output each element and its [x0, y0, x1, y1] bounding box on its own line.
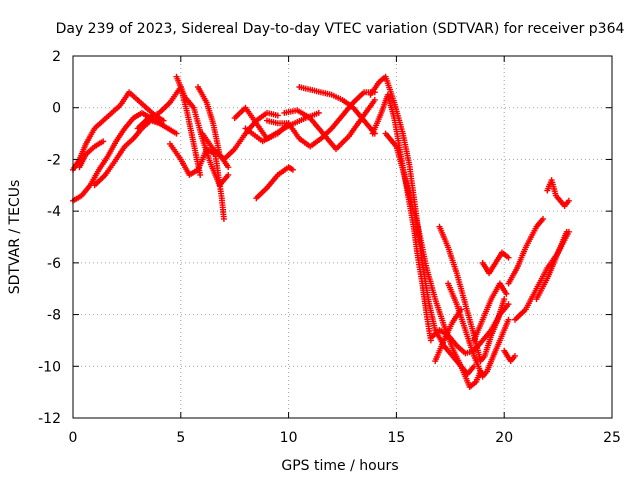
data-point	[315, 109, 322, 116]
axis-ticks: 0 5 10 15 20 25 -12 -10 -8 -6 -4 -2 0 2	[38, 49, 621, 446]
data-point	[540, 215, 547, 222]
data-point	[274, 112, 281, 119]
y-tick-label: -6	[47, 256, 61, 272]
y-tick-label: 0	[52, 101, 61, 117]
y-tick-label: -10	[38, 359, 61, 375]
data-point	[371, 96, 378, 103]
data-point	[197, 171, 204, 178]
data-point	[511, 352, 518, 359]
y-tick-label: 2	[52, 49, 61, 65]
x-tick-label: 10	[280, 430, 298, 446]
y-tick-label: -12	[38, 411, 61, 427]
y-tick-label: -2	[47, 152, 61, 168]
data-point	[505, 301, 512, 308]
y-tick-label: -4	[47, 204, 61, 220]
data-point	[503, 290, 510, 297]
data-point	[565, 197, 572, 204]
data-point	[505, 254, 512, 261]
data-point	[505, 316, 512, 323]
y-tick-label: -8	[47, 308, 61, 324]
data-point	[225, 164, 232, 171]
plot-frame	[72, 55, 613, 419]
data-point	[173, 130, 180, 137]
data-point	[160, 117, 167, 124]
data-point	[225, 171, 232, 178]
data-point	[220, 215, 227, 222]
y-axis-label: SDTVAR / TECUs	[7, 180, 23, 295]
data-point	[563, 228, 570, 235]
x-tick-label: 0	[69, 430, 78, 446]
x-axis-label: GPS time / hours	[281, 458, 398, 474]
chart-title: Day 239 of 2023, Sidereal Day-to-day VTE…	[56, 21, 625, 37]
data-points	[70, 73, 572, 390]
x-tick-label: 25	[603, 430, 621, 446]
x-tick-label: 15	[387, 430, 405, 446]
x-tick-label: 20	[495, 430, 513, 446]
data-point	[501, 296, 508, 303]
data-point	[100, 138, 107, 145]
x-tick-label: 5	[176, 430, 185, 446]
data-point	[289, 166, 296, 173]
